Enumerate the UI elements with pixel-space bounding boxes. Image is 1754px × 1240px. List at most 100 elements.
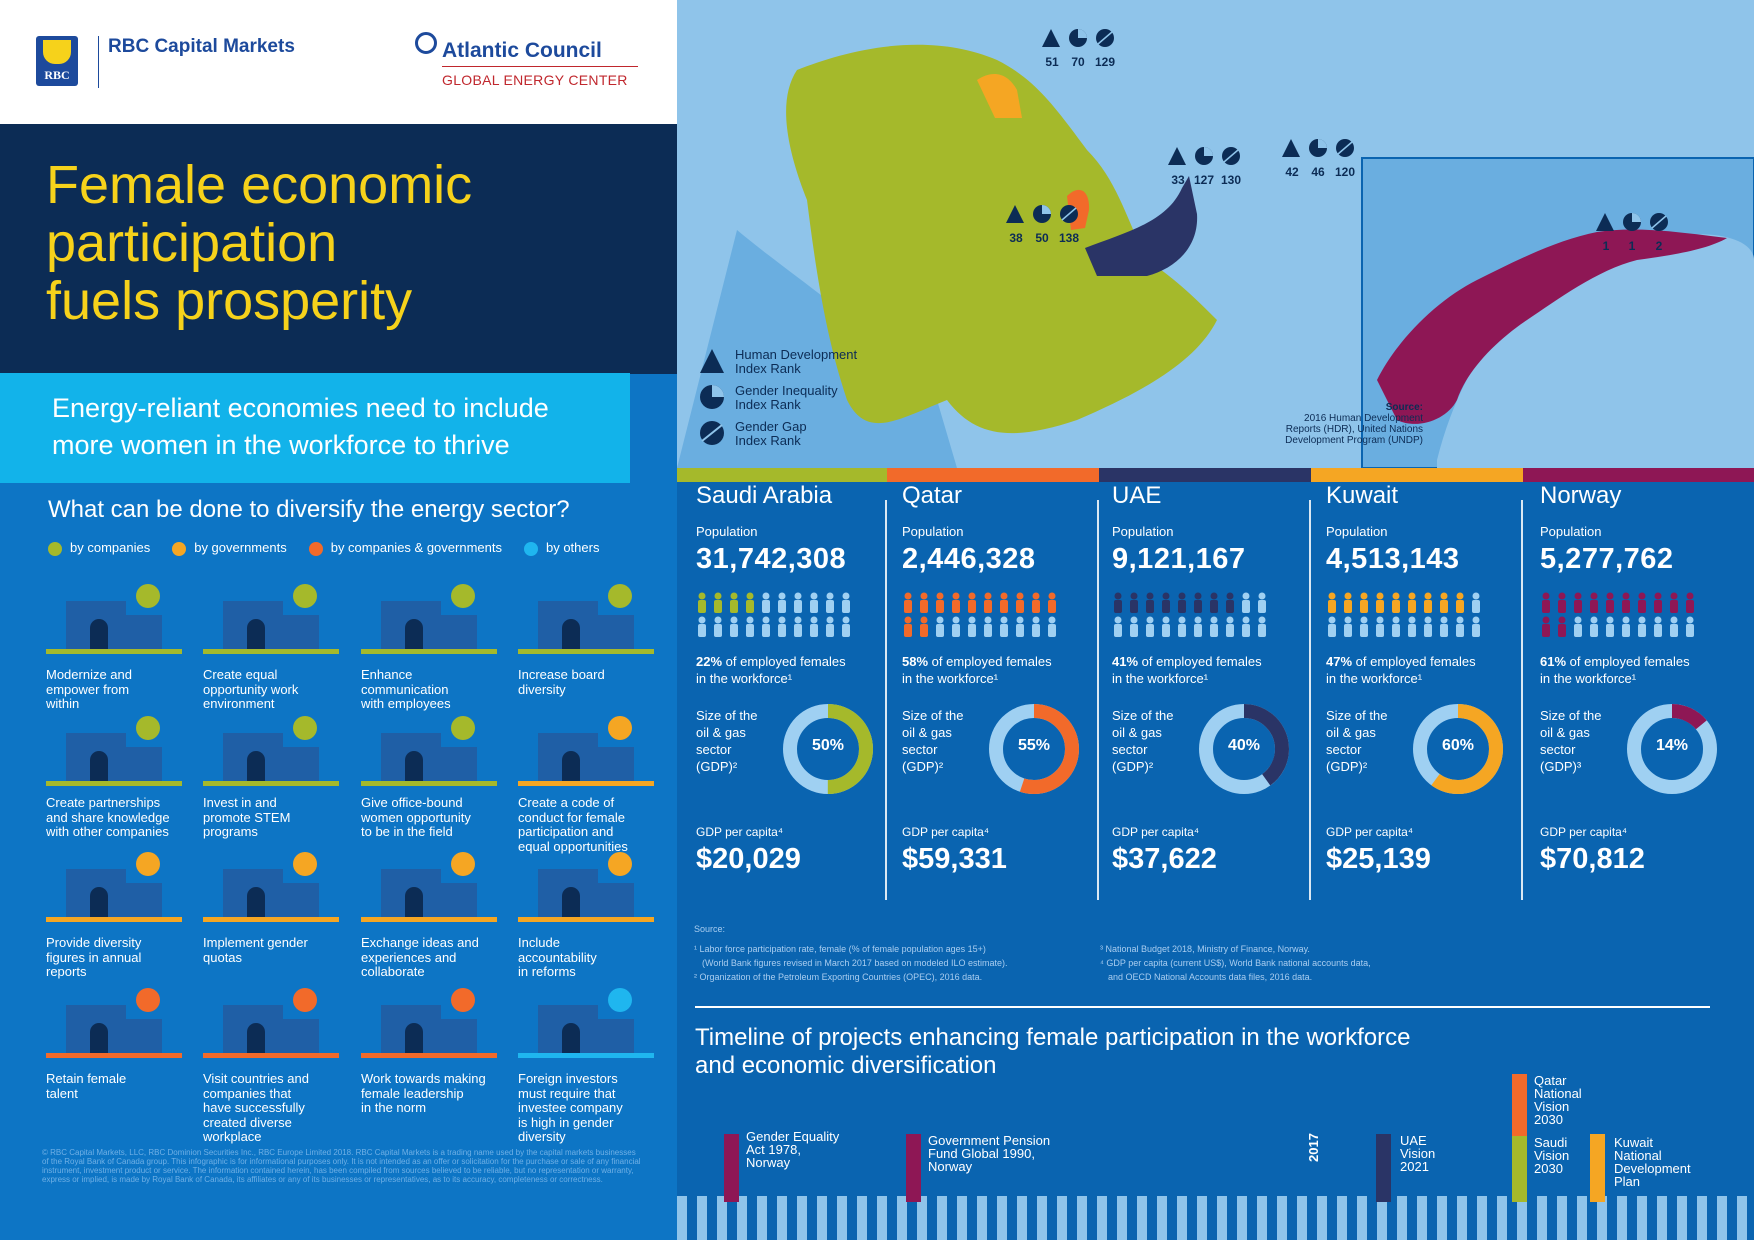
country-name: UAE — [1112, 482, 1162, 509]
accent-shape — [451, 584, 475, 608]
legend-dot — [308, 541, 323, 556]
legend-hdi-text: Human Development Index Rank — [735, 348, 857, 376]
rbc-capital-markets-name: RBC Capital Markets — [108, 36, 295, 57]
person-shape — [562, 1023, 580, 1053]
employment-desc: of employed females — [928, 654, 1052, 669]
oil-gas-block: Size of the oil & gas sector (GDP)³ 14% — [1540, 701, 1740, 801]
source-line: and OECD National Accounts data files, 2… — [1108, 972, 1313, 982]
population-value: 31,742,308 — [696, 543, 847, 575]
person-icon — [1472, 616, 1480, 637]
gender-quotas-icon — [203, 846, 339, 922]
strip-kuwait — [1311, 468, 1523, 482]
rank-icons — [1282, 139, 1354, 157]
field-opportunity-icon — [361, 710, 497, 786]
donut-value — [1413, 704, 1503, 794]
oil-gas-donut — [1413, 704, 1503, 794]
map-source-line: 2016 Human Development — [1304, 413, 1423, 424]
timeline-marker-uae-vision — [1376, 1134, 1391, 1202]
logo-band: RBC RBC Capital Markets Atlantic Council… — [0, 0, 677, 124]
map-svg — [677, 0, 1754, 468]
oil-gas-label: Size of the oil & gas sector (GDP)² — [696, 708, 758, 774]
source-line: (World Bank figures revised in March 201… — [702, 958, 1008, 968]
person-icon — [810, 616, 818, 637]
action-label: Retain female talent — [46, 1071, 127, 1101]
employment-desc2: in the workforce¹ — [1540, 671, 1637, 686]
person-shape — [562, 887, 580, 917]
accent-shape — [293, 716, 317, 740]
country-name: Saudi Arabia — [696, 482, 833, 509]
subtitle-band — [0, 373, 630, 483]
building-shape — [279, 883, 319, 917]
person-icon — [1606, 616, 1614, 637]
saudi-arabia-shape — [786, 44, 1217, 434]
person-shape — [90, 619, 108, 649]
code-of-conduct-icon — [518, 710, 654, 786]
person-icon — [1178, 616, 1186, 637]
legend-item: by companies & governments — [308, 540, 502, 556]
oil-gas-pct: 50% — [811, 737, 845, 754]
person-icon — [778, 616, 786, 637]
source-line: ⁴ GDP per capita (current US$), World Ba… — [1100, 958, 1371, 968]
title-band — [0, 124, 677, 374]
person-icon — [714, 616, 722, 637]
person-icon — [968, 592, 976, 613]
person-shape — [247, 1023, 265, 1053]
legend-dot — [172, 541, 187, 556]
action-label: Increase board diversity — [518, 667, 605, 697]
action-label: Create a code of conduct for female part… — [518, 795, 628, 854]
employment-text: 61% of employed females in the workforce¹ — [1540, 653, 1730, 687]
actions-legend: by companies by governments by companies… — [48, 540, 668, 556]
rank-icons — [1042, 29, 1114, 47]
hdi-rank: 51 — [1045, 55, 1059, 69]
person-shape — [405, 1023, 423, 1053]
communication-icon — [361, 578, 497, 654]
ggi-rank: 2 — [1655, 239, 1663, 253]
female-leadership-icon — [361, 982, 497, 1058]
page-subtitle: Energy-reliant economies need to include… — [52, 390, 632, 464]
ggi-rank: 138 — [1058, 231, 1080, 245]
norway-shape — [1377, 229, 1727, 424]
employment-desc2: in the workforce¹ — [696, 671, 793, 686]
person-icon — [1376, 592, 1384, 613]
legend-hdi: Human Development Index Rank — [699, 348, 857, 376]
building-shape — [122, 747, 162, 781]
person-shape — [247, 751, 265, 781]
rank-group: 51 70 129 — [1041, 28, 1117, 69]
person-icon — [746, 592, 754, 613]
accent-shape — [608, 852, 632, 876]
person-icon — [746, 616, 754, 637]
person-icon — [1472, 592, 1480, 613]
person-icon — [1638, 592, 1646, 613]
map-source: Source: 2016 Human Development Reports (… — [1197, 402, 1423, 446]
diversity-figures-icon — [46, 846, 182, 922]
person-icon — [1016, 592, 1024, 613]
gdp-label: GDP per capita⁴ — [1326, 825, 1413, 839]
accent-shape — [451, 988, 475, 1012]
person-icon — [1048, 592, 1056, 613]
person-icon — [1146, 592, 1154, 613]
building-shape — [279, 615, 319, 649]
timeline-axis — [677, 1196, 1754, 1240]
legend-line: Index Rank — [735, 397, 801, 412]
building-shape — [437, 1019, 477, 1053]
gdp-value: $20,029 — [696, 843, 801, 875]
foreign-investors-icon — [518, 982, 654, 1058]
partnerships-icon — [46, 710, 182, 786]
gdp-value: $70,812 — [1540, 843, 1645, 875]
person-icon — [984, 616, 992, 637]
timeline-title-line: and economic diversification — [695, 1052, 997, 1079]
oil-gas-pct: 40% — [1227, 737, 1261, 754]
legend-item: by companies — [48, 540, 150, 556]
employment-desc: of employed females — [1352, 654, 1476, 669]
employment-pictogram — [904, 592, 1056, 637]
gdp-value: $37,622 — [1112, 843, 1217, 875]
legend-gii: Gender Inequality Index Rank — [699, 384, 857, 412]
strip-saudi — [677, 468, 887, 482]
accent-shape — [136, 988, 160, 1012]
accent-shape — [136, 716, 160, 740]
ggi-rank: 129 — [1094, 55, 1116, 69]
action-label: Create equal opportunity work environmen… — [203, 667, 299, 711]
action-board-diversity: Increase board diversity — [518, 578, 668, 696]
person-icon — [1606, 592, 1614, 613]
person-icon — [778, 592, 786, 613]
